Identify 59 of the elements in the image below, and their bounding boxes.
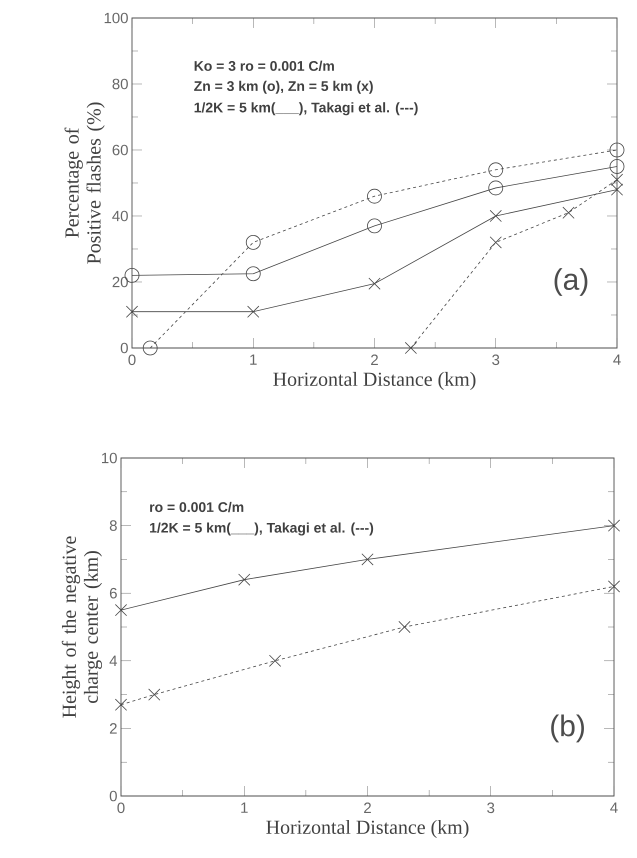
x-tick-label: 3 <box>487 802 494 814</box>
point <box>126 306 138 318</box>
annotation: ro = 0.001 C/m <box>150 502 244 512</box>
y-tick-label: 4 <box>110 656 118 666</box>
y-axis-title: Height of the negative charge center (km) <box>62 536 102 718</box>
point <box>490 236 502 248</box>
point <box>246 234 261 250</box>
y-tick-label: 2 <box>110 723 117 734</box>
y-tick-label: 0 <box>120 342 128 354</box>
x-tick-label: 4 <box>613 354 621 365</box>
y-tick-label: 100 <box>104 12 128 24</box>
y-tick-label: 0 <box>110 790 117 802</box>
point <box>490 210 502 222</box>
point <box>114 604 128 616</box>
annotation: 1/2K = 5 km(___), Takagi et al. (---) <box>194 102 418 116</box>
y-tick-label: 6 <box>110 588 117 598</box>
x-tick-label: 2 <box>371 354 378 365</box>
x-tick-label: 1 <box>241 802 248 813</box>
point <box>608 520 620 532</box>
point <box>142 340 158 356</box>
point <box>367 188 382 204</box>
point <box>610 184 624 196</box>
annotation: (a) <box>554 268 588 296</box>
annotation: (b) <box>551 714 584 742</box>
y-tick-label: 60 <box>112 144 128 156</box>
x-tick-label: 4 <box>610 802 618 813</box>
point <box>398 620 411 634</box>
point <box>488 162 504 178</box>
point <box>238 574 250 586</box>
y-tick-label: 40 <box>112 210 128 222</box>
point <box>562 206 575 219</box>
point <box>269 654 282 667</box>
annotation: 1/2K = 5 km(___), Takagi et al. (---) <box>150 522 374 536</box>
y-axis-title: Percentage of Positive flashes (%) <box>64 102 105 264</box>
annotation: Zn = 3 km (o), Zn = 5 km (x) <box>194 80 373 94</box>
x-axis-title: Horizontal Distance (km) <box>266 820 468 838</box>
annotation: Ko = 3 ro = 0.001 C/m <box>194 60 334 72</box>
x-tick-label: 1 <box>250 354 257 365</box>
x-tick-label: 0 <box>128 354 136 366</box>
point <box>361 553 374 566</box>
point <box>114 698 128 711</box>
point <box>610 174 624 186</box>
point <box>608 580 620 592</box>
point <box>368 278 381 290</box>
point <box>367 218 382 234</box>
point <box>488 180 504 196</box>
y-tick-label: 10 <box>102 452 117 464</box>
point <box>404 342 417 354</box>
point <box>247 306 260 318</box>
point <box>148 688 160 701</box>
y-tick-label: 80 <box>112 78 128 90</box>
x-axis-title: Horizontal Distance (km) <box>273 372 476 390</box>
y-tick-label: 8 <box>110 520 117 531</box>
point <box>246 266 261 282</box>
point <box>610 142 624 158</box>
x-tick-label: 2 <box>364 802 371 813</box>
point <box>610 159 624 174</box>
x-tick-label: 3 <box>492 354 500 366</box>
y-tick-label: 20 <box>112 276 128 288</box>
